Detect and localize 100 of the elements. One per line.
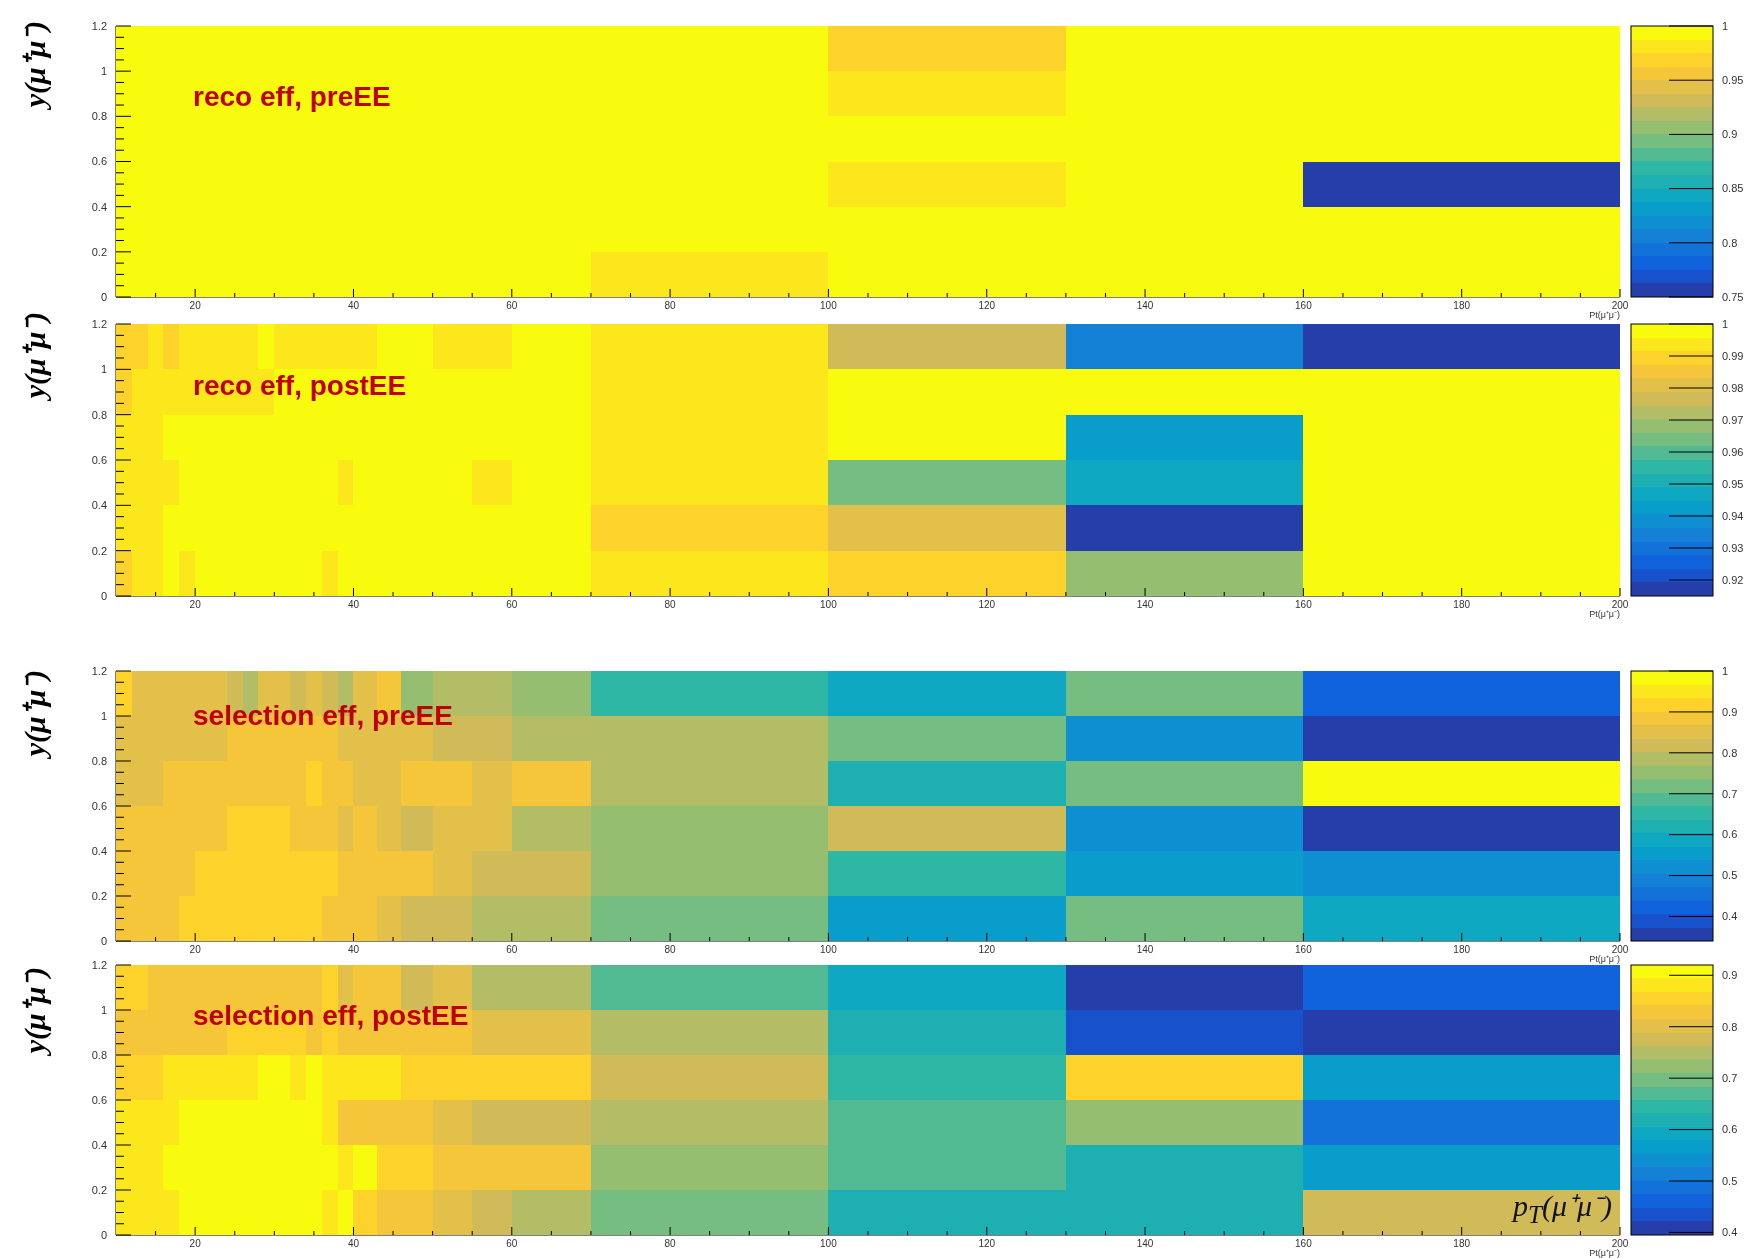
color-bar-label: 0.75 xyxy=(1722,290,1744,303)
x-tick-label: 20 xyxy=(189,1237,202,1249)
y-tick-label: 0 xyxy=(100,934,107,947)
x-tick-label: 100 xyxy=(820,299,838,311)
y-tick-label: 0.2 xyxy=(91,245,107,258)
x-tick-label: 200 xyxy=(1611,1237,1629,1249)
x-tick-label: 60 xyxy=(506,943,518,955)
x-tick-label: 120 xyxy=(978,299,996,311)
color-bar-label: 0.4 xyxy=(1722,1226,1738,1239)
y-tick-label: 0.6 xyxy=(91,155,107,168)
color-bar-label: 0.5 xyxy=(1722,1174,1738,1187)
x-tick-label: 20 xyxy=(189,299,202,311)
color-bar-label: 0.8 xyxy=(1722,746,1738,759)
color-bar-label: 0.98 xyxy=(1722,381,1744,394)
y-axis-title: y(μ⁺μ⁻) xyxy=(18,311,51,399)
color-bar-label: 0.9 xyxy=(1722,128,1738,141)
y-axis-title: y(μ⁺μ⁻) xyxy=(18,966,51,1054)
y-tick-label: 0.4 xyxy=(91,200,107,213)
y-tick-label: 0.8 xyxy=(91,1048,107,1061)
color-bar-label: 0.95 xyxy=(1722,74,1744,87)
color-bar-label: 1 xyxy=(1722,664,1729,677)
y-tick-label: 1.2 xyxy=(91,664,107,677)
color-bar-label: 0.4 xyxy=(1722,910,1738,923)
x-tick-label: 20 xyxy=(189,598,202,610)
x-tick-label: 60 xyxy=(506,598,518,610)
y-tick-label: 0.6 xyxy=(91,1093,107,1106)
color-bar-label: 0.8 xyxy=(1722,236,1738,249)
color-bar-label: 0.7 xyxy=(1722,1071,1738,1084)
x-tick-label: 160 xyxy=(1295,1237,1313,1249)
color-bar-label: 0.97 xyxy=(1722,413,1744,426)
x-tick-label: 200 xyxy=(1611,943,1629,955)
y-tick-label: 0.6 xyxy=(91,799,107,812)
y-tick-label: 0 xyxy=(100,1228,107,1241)
x-tick-label: 100 xyxy=(820,598,838,610)
x-axis-title: Pt(μ⁺μ⁻) xyxy=(1589,609,1620,619)
y-tick-label: 0.4 xyxy=(91,1138,107,1151)
text: reco eff, preEE xyxy=(193,80,391,114)
x-tick-label: 140 xyxy=(1136,598,1154,610)
y-axis-title: y(μ⁺μ⁻) xyxy=(18,669,51,757)
x-tick-label: 160 xyxy=(1295,299,1313,311)
x-tick-label: 140 xyxy=(1136,943,1154,955)
x-tick-label: 140 xyxy=(1136,299,1154,311)
y-tick-label: 1 xyxy=(100,363,107,376)
x-tick-label: 100 xyxy=(820,1237,838,1249)
x-tick-label: 60 xyxy=(506,299,518,311)
color-bar-label: 0.92 xyxy=(1722,573,1744,586)
x-tick-label: 140 xyxy=(1136,1237,1154,1249)
x-tick-label: 40 xyxy=(347,299,360,311)
x-axis-title: Pt(μ⁺μ⁻) xyxy=(1589,310,1620,320)
y-tick-label: 1 xyxy=(100,1003,107,1016)
x-tick-label: 40 xyxy=(347,598,360,610)
x-tick-label: 20 xyxy=(189,943,202,955)
color-bar-label: 1 xyxy=(1722,317,1729,330)
color-bar-label: 0.94 xyxy=(1722,509,1744,522)
y-tick-label: 0.2 xyxy=(91,544,107,557)
color-bar-label: 0.7 xyxy=(1722,787,1738,800)
color-bar-label: 0.9 xyxy=(1722,969,1738,982)
x-axis-title: Pt(μ⁺μ⁻) xyxy=(1589,1248,1620,1258)
y-tick-label: 0.4 xyxy=(91,499,107,512)
color-bar-label: 0.9 xyxy=(1722,705,1738,718)
color-bar-label: 0.8 xyxy=(1722,1020,1738,1033)
color-bar-label: 0.85 xyxy=(1722,182,1744,195)
x-tick-label: 180 xyxy=(1453,1237,1471,1249)
x-axis-title: Pt(μ⁺μ⁻) xyxy=(1589,954,1620,964)
x-tick-label: 120 xyxy=(978,943,996,955)
x-tick-label: 200 xyxy=(1611,299,1629,311)
y-axis-title: y(μ⁺μ⁻) xyxy=(18,20,51,108)
color-bar-label: 0.95 xyxy=(1722,477,1744,490)
color-bar-label: 0.5 xyxy=(1722,869,1738,882)
y-tick-label: 1 xyxy=(100,709,107,722)
color-bar-label: 0.96 xyxy=(1722,445,1744,458)
y-tick-label: 0.2 xyxy=(91,889,107,902)
annotation: p$_{T}$(μ⁺μ⁻) xyxy=(1512,1189,1612,1230)
x-tick-label: 40 xyxy=(347,1237,360,1249)
x-tick-label: 80 xyxy=(664,1237,677,1249)
y-tick-label: 0.6 xyxy=(91,453,107,466)
x-tick-label: 120 xyxy=(978,598,996,610)
y-tick-label: 0.8 xyxy=(91,110,107,123)
y-tick-label: 0.8 xyxy=(91,408,107,421)
y-tick-label: 0 xyxy=(100,290,107,303)
y-tick-label: 0 xyxy=(100,589,107,602)
y-tick-label: 0.2 xyxy=(91,1183,107,1196)
x-tick-label: 160 xyxy=(1295,943,1313,955)
text: selection eff, preEE xyxy=(193,699,453,733)
y-tick-label: 1.2 xyxy=(91,19,107,32)
color-bar-label: 1 xyxy=(1722,19,1729,32)
y-tick-label: 0.4 xyxy=(91,844,107,857)
x-tick-label: 80 xyxy=(664,598,677,610)
y-tick-label: 0.8 xyxy=(91,754,107,767)
x-tick-label: 200 xyxy=(1611,598,1629,610)
y-tick-label: 1.2 xyxy=(91,317,107,330)
color-bar-label: 0.6 xyxy=(1722,828,1738,841)
x-tick-label: 40 xyxy=(347,943,360,955)
x-tick-label: 120 xyxy=(978,1237,996,1249)
y-tick-label: 1 xyxy=(100,65,107,78)
text: reco eff, postEE xyxy=(193,369,407,403)
x-tick-label: 180 xyxy=(1453,943,1471,955)
x-tick-label: 80 xyxy=(664,299,677,311)
color-bar-label: 0.93 xyxy=(1722,541,1744,554)
y-tick-label: 1.2 xyxy=(91,958,107,971)
